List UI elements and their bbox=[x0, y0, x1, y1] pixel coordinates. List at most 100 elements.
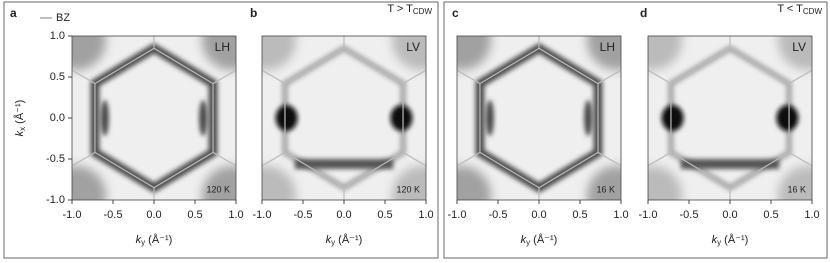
bz-boundary bbox=[72, 151, 96, 167]
intensity-spot bbox=[661, 105, 684, 131]
intensity-blob bbox=[777, 165, 812, 200]
text-part: (Å⁻¹) bbox=[724, 233, 748, 246]
intensity-blob bbox=[584, 100, 593, 136]
heatmap bbox=[72, 36, 236, 200]
bz-boundary bbox=[648, 69, 672, 85]
panel-letter: b bbox=[250, 6, 257, 20]
text-part: (Å⁻¹) bbox=[338, 233, 362, 246]
heatmap bbox=[262, 36, 426, 200]
x-tick-label: 0.5 bbox=[187, 209, 202, 221]
intensity-blob bbox=[391, 36, 426, 71]
intensity-blob bbox=[457, 165, 492, 200]
x-tick-label: -0.5 bbox=[294, 209, 313, 221]
text-part: (Å⁻¹) bbox=[13, 100, 26, 124]
heatmap bbox=[648, 36, 812, 200]
bz-boundary bbox=[402, 69, 426, 85]
text-part: x bbox=[18, 127, 27, 131]
y-tick-label: -0.5 bbox=[46, 153, 65, 165]
intensity-blob bbox=[199, 100, 208, 136]
bz-boundary bbox=[648, 151, 672, 167]
x-tick-label: -1.0 bbox=[63, 209, 82, 221]
intensity-spot bbox=[390, 105, 413, 131]
group-frame bbox=[443, 1, 828, 259]
intensity-spot bbox=[776, 105, 799, 131]
text-part: k bbox=[521, 234, 527, 246]
intensity-blob bbox=[72, 36, 107, 71]
group-header: T < TCDW bbox=[777, 3, 822, 16]
intensity-blob bbox=[262, 165, 297, 200]
bz-boundary bbox=[597, 151, 621, 167]
text-part: y bbox=[331, 238, 335, 247]
heatmap bbox=[457, 36, 621, 200]
x-tick-label: 0.0 bbox=[531, 209, 546, 221]
bz-boundary bbox=[788, 69, 812, 85]
text-part: CDW bbox=[413, 7, 433, 16]
x-tick-label: 1.0 bbox=[228, 209, 243, 221]
temperature-label: 16 K bbox=[596, 184, 615, 194]
x-tick-label: 1.0 bbox=[418, 209, 433, 221]
intensity-spot bbox=[275, 105, 298, 131]
text-part: (Å⁻¹) bbox=[533, 233, 557, 246]
x-tick-label: 0.0 bbox=[722, 209, 737, 221]
text-part: (Å⁻¹) bbox=[148, 233, 172, 246]
intensity-band bbox=[294, 159, 394, 169]
text-part: y bbox=[526, 238, 530, 247]
bz-boundary bbox=[402, 151, 426, 167]
text-part: y bbox=[141, 238, 145, 247]
x-axis-label: ky (Å⁻¹) bbox=[521, 233, 558, 247]
x-tick-label: 0.5 bbox=[377, 209, 392, 221]
x-tick-label: 0.0 bbox=[336, 209, 351, 221]
polarization-label: LH bbox=[600, 40, 615, 54]
bz-boundary bbox=[597, 69, 621, 85]
temperature-label: 16 K bbox=[787, 184, 806, 194]
x-axis-label: ky (Å⁻¹) bbox=[712, 233, 749, 247]
bz-boundary bbox=[457, 69, 481, 85]
panel-letter: a bbox=[10, 6, 17, 20]
intensity-blob bbox=[201, 165, 236, 200]
x-axis-label: ky (Å⁻¹) bbox=[136, 233, 173, 247]
polarization-label: LV bbox=[406, 40, 420, 54]
x-tick-label: 0.5 bbox=[763, 209, 778, 221]
intensity-blob bbox=[72, 165, 107, 200]
x-tick-label: -1.0 bbox=[448, 209, 467, 221]
intensity-blob bbox=[586, 165, 621, 200]
x-tick-label: 0.5 bbox=[572, 209, 587, 221]
text-part: k bbox=[326, 234, 332, 246]
x-tick-label: 0.0 bbox=[146, 209, 161, 221]
bz-boundary bbox=[72, 69, 96, 85]
y-tick-label: 1.0 bbox=[50, 30, 65, 42]
intensity-blob bbox=[457, 36, 492, 71]
y-axis-label: kx (Å⁻¹) bbox=[13, 100, 27, 137]
intensity-blob bbox=[262, 36, 297, 71]
x-tick-label: 1.0 bbox=[613, 209, 628, 221]
x-tick-label: -1.0 bbox=[639, 209, 658, 221]
x-tick-label: -0.5 bbox=[489, 209, 508, 221]
x-tick-label: 1.0 bbox=[804, 209, 819, 221]
intensity-blob bbox=[777, 36, 812, 71]
y-tick-label: 0.0 bbox=[50, 112, 65, 124]
intensity-blob bbox=[485, 100, 494, 136]
intensity-blob bbox=[648, 36, 683, 71]
x-axis-label: ky (Å⁻¹) bbox=[326, 233, 363, 247]
text-part: T < T bbox=[777, 3, 803, 15]
panel-letter: c bbox=[452, 6, 459, 20]
x-tick-label: -0.5 bbox=[680, 209, 699, 221]
text-part: CDW bbox=[803, 7, 823, 16]
text-part: k bbox=[136, 234, 142, 246]
intensity-blob bbox=[648, 165, 683, 200]
bz-boundary bbox=[212, 151, 236, 167]
legend-label: BZ bbox=[56, 12, 70, 24]
intensity-blob bbox=[586, 36, 621, 71]
y-tick-label: 0.5 bbox=[50, 71, 65, 83]
text-part: y bbox=[717, 238, 721, 247]
x-tick-label: -1.0 bbox=[253, 209, 272, 221]
text-part: T > T bbox=[387, 3, 413, 15]
bz-boundary bbox=[788, 151, 812, 167]
polarization-label: LH bbox=[215, 40, 230, 54]
bz-boundary bbox=[457, 151, 481, 167]
intensity-blob bbox=[391, 165, 426, 200]
intensity-blob bbox=[100, 100, 109, 136]
text-part: k bbox=[14, 130, 26, 136]
intensity-blob bbox=[201, 36, 236, 71]
